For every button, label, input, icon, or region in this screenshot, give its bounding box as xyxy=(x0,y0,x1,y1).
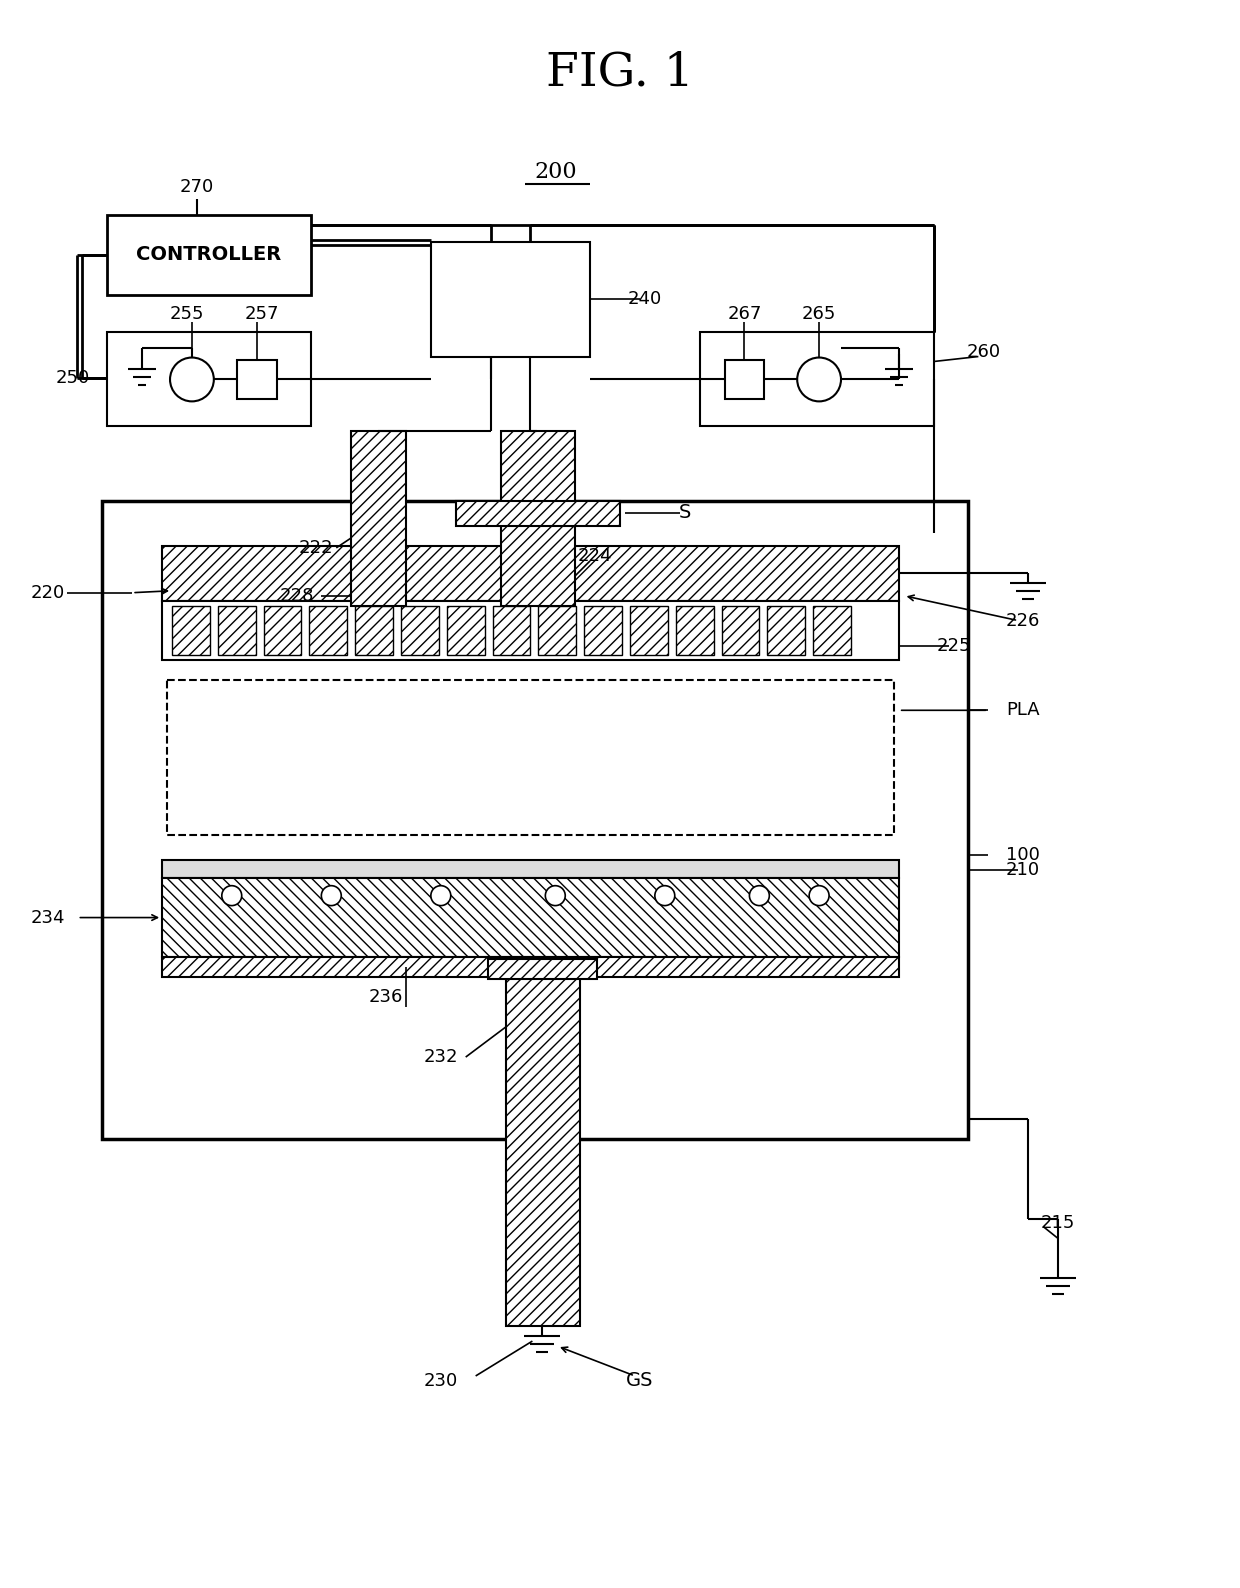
Text: 255: 255 xyxy=(170,305,205,322)
Circle shape xyxy=(810,886,830,905)
Text: 226: 226 xyxy=(1006,611,1040,629)
Text: 228: 228 xyxy=(279,586,314,605)
Bar xyxy=(722,605,759,656)
Text: GS: GS xyxy=(626,1372,653,1391)
Bar xyxy=(237,359,277,400)
Text: S: S xyxy=(678,503,691,522)
Text: ~: ~ xyxy=(182,373,201,392)
Text: 232: 232 xyxy=(424,1048,458,1066)
Text: 230: 230 xyxy=(424,1372,458,1390)
Bar xyxy=(172,605,210,656)
Text: 236: 236 xyxy=(368,988,403,1007)
Circle shape xyxy=(170,357,213,402)
Text: 100: 100 xyxy=(1006,846,1040,864)
Bar xyxy=(630,605,668,656)
Bar xyxy=(724,359,764,400)
Text: 240: 240 xyxy=(627,289,662,308)
Bar xyxy=(108,214,311,295)
Bar xyxy=(162,859,899,878)
Circle shape xyxy=(430,886,451,905)
Text: 225: 225 xyxy=(936,637,971,654)
Text: 215: 215 xyxy=(1040,1215,1075,1232)
Circle shape xyxy=(546,886,565,905)
Text: CONTROLLER: CONTROLLER xyxy=(136,246,281,264)
Text: ~: ~ xyxy=(810,373,828,392)
Text: PLA: PLA xyxy=(1007,702,1040,719)
Bar xyxy=(506,977,580,1326)
Bar xyxy=(676,605,713,656)
Bar xyxy=(218,605,255,656)
Circle shape xyxy=(655,886,675,905)
Bar xyxy=(162,878,899,958)
Bar xyxy=(264,605,301,656)
Bar xyxy=(538,605,577,656)
Bar xyxy=(103,502,968,1139)
Bar xyxy=(162,600,899,661)
Circle shape xyxy=(749,886,769,905)
Bar xyxy=(584,605,622,656)
Bar xyxy=(456,502,620,526)
Bar xyxy=(430,241,590,357)
Bar xyxy=(501,432,575,605)
Text: 234: 234 xyxy=(30,908,64,926)
Bar xyxy=(813,605,851,656)
Text: 270: 270 xyxy=(180,178,215,197)
Bar xyxy=(167,680,894,835)
Text: 222: 222 xyxy=(299,538,334,557)
Bar xyxy=(401,605,439,656)
Bar xyxy=(108,332,311,426)
Text: 267: 267 xyxy=(727,305,761,322)
Text: 200: 200 xyxy=(534,162,577,183)
Bar xyxy=(699,332,934,426)
Text: 250: 250 xyxy=(56,370,89,387)
Text: 260: 260 xyxy=(966,343,1001,360)
Circle shape xyxy=(797,357,841,402)
Text: 257: 257 xyxy=(244,305,279,322)
Text: 210: 210 xyxy=(1006,861,1040,878)
Bar xyxy=(310,605,347,656)
Circle shape xyxy=(222,886,242,905)
Bar xyxy=(351,432,405,605)
Bar xyxy=(355,605,393,656)
Text: 220: 220 xyxy=(31,584,64,602)
Bar xyxy=(768,605,805,656)
Bar xyxy=(492,605,531,656)
Bar xyxy=(162,958,899,977)
Circle shape xyxy=(321,886,341,905)
Text: 224: 224 xyxy=(578,546,613,565)
Text: FIG. 1: FIG. 1 xyxy=(546,49,694,95)
Bar xyxy=(487,959,598,980)
Bar xyxy=(446,605,485,656)
Text: 265: 265 xyxy=(802,305,836,322)
Bar xyxy=(162,546,899,600)
